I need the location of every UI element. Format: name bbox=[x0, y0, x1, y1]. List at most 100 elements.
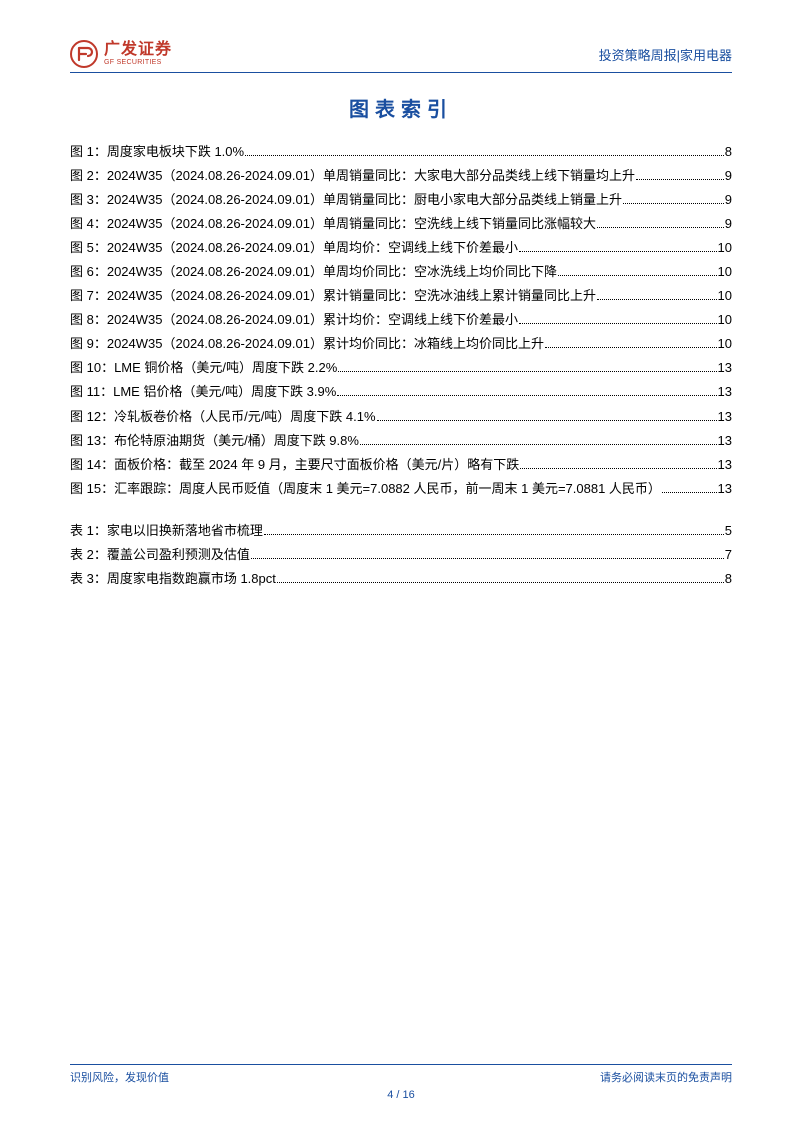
toc-leader-dots bbox=[277, 572, 724, 582]
toc-leader-dots bbox=[623, 194, 724, 204]
toc-table-page: 8 bbox=[725, 567, 732, 591]
toc-figure-label: 图 6： bbox=[70, 260, 107, 284]
toc-figure-page: 8 bbox=[725, 140, 732, 164]
toc-figure-entry: 图 5：2024W35（2024.08.26-2024.09.01）单周均价：空… bbox=[70, 236, 732, 260]
gf-logo-icon bbox=[70, 40, 98, 68]
toc-leader-dots bbox=[337, 386, 716, 396]
toc-table-desc: 覆盖公司盈利预测及估值 bbox=[107, 543, 250, 567]
toc-figure-desc: 2024W35（2024.08.26-2024.09.01）单周销量同比：大家电… bbox=[107, 164, 635, 188]
toc-leader-dots bbox=[245, 146, 724, 156]
toc-table-label: 表 2： bbox=[70, 543, 107, 567]
toc-table-page: 5 bbox=[725, 519, 732, 543]
toc-table-label: 表 3： bbox=[70, 567, 107, 591]
logo-en-text: GF SECURITIES bbox=[104, 59, 172, 66]
toc-leader-dots bbox=[662, 482, 717, 492]
toc-figure-entry: 图 9：2024W35（2024.08.26-2024.09.01）累计均价同比… bbox=[70, 332, 732, 356]
toc-leader-dots bbox=[377, 410, 717, 420]
toc-figure-desc: 2024W35（2024.08.26-2024.09.01）累计均价：空调线上线… bbox=[107, 308, 518, 332]
toc-figure-label: 图 10： bbox=[70, 356, 114, 380]
toc-figure-desc: 2024W35（2024.08.26-2024.09.01）单周均价：空调线上线… bbox=[107, 236, 518, 260]
toc-figure-desc: LME 铜价格（美元/吨）周度下跌 2.2% bbox=[114, 356, 337, 380]
toc-figure-label: 图 11： bbox=[70, 380, 113, 404]
logo: 广发证券 GF SECURITIES bbox=[70, 40, 172, 68]
toc-table-label: 表 1： bbox=[70, 519, 107, 543]
toc-figure-desc: 布伦特原油期货（美元/桶）周度下跌 9.8% bbox=[114, 429, 359, 453]
toc-table-entry: 表 2：覆盖公司盈利预测及估值 7 bbox=[70, 543, 732, 567]
toc-figure-label: 图 8： bbox=[70, 308, 107, 332]
footer-right: 请务必阅读末页的免责声明 bbox=[600, 1069, 732, 1085]
toc-figure-entry: 图 7：2024W35（2024.08.26-2024.09.01）累计销量同比… bbox=[70, 284, 732, 308]
toc-tables-list: 表 1：家电以旧换新落地省市梳理5表 2：覆盖公司盈利预测及估值7表 3：周度家… bbox=[70, 519, 732, 591]
toc-figure-desc: 2024W35（2024.08.26-2024.09.01）单周销量同比：空洗线… bbox=[107, 212, 596, 236]
toc-figure-label: 图 7： bbox=[70, 284, 107, 308]
toc-figure-desc: 汇率跟踪：周度人民币贬值（周度末 1 美元=7.0882 人民币，前一周末 1 … bbox=[114, 477, 661, 501]
toc-table-page: 7 bbox=[725, 543, 732, 567]
toc-figure-label: 图 5： bbox=[70, 236, 107, 260]
toc-figure-entry: 图 14：面板价格：截至 2024 年 9 月，主要尺寸面板价格（美元/片）略有… bbox=[70, 453, 732, 477]
toc-leader-dots bbox=[519, 242, 717, 252]
toc-leader-dots bbox=[520, 458, 716, 468]
footer-left: 识别风险，发现价值 bbox=[70, 1069, 169, 1085]
toc-figure-desc: 2024W35（2024.08.26-2024.09.01）单周均价同比：空冰洗… bbox=[107, 260, 557, 284]
toc-figure-entry: 图 4：2024W35（2024.08.26-2024.09.01）单周销量同比… bbox=[70, 212, 732, 236]
footer-pagenum: 4 / 16 bbox=[70, 1089, 732, 1101]
toc-figure-page: 13 bbox=[718, 405, 732, 429]
toc-figure-label: 图 9： bbox=[70, 332, 107, 356]
toc-figure-entry: 图 1：周度家电板块下跌 1.0% 8 bbox=[70, 140, 732, 164]
toc-figures-list: 图 1：周度家电板块下跌 1.0%8图 2：2024W35（2024.08.26… bbox=[70, 140, 732, 501]
toc-figure-label: 图 2： bbox=[70, 164, 107, 188]
toc-figure-page: 13 bbox=[718, 380, 732, 404]
toc-figure-page: 13 bbox=[718, 453, 732, 477]
toc-figure-entry: 图 10：LME 铜价格（美元/吨）周度下跌 2.2% 13 bbox=[70, 356, 732, 380]
toc-leader-dots bbox=[545, 338, 717, 348]
toc-figure-desc: 冷轧板卷价格（人民币/元/吨）周度下跌 4.1% bbox=[114, 405, 375, 429]
toc-table-entry: 表 1：家电以旧换新落地省市梳理 5 bbox=[70, 519, 732, 543]
toc-figure-label: 图 15： bbox=[70, 477, 114, 501]
toc-figure-entry: 图 15：汇率跟踪：周度人民币贬值（周度末 1 美元=7.0882 人民币，前一… bbox=[70, 477, 732, 501]
toc-figure-desc: 周度家电板块下跌 1.0% bbox=[107, 140, 244, 164]
toc-figure-page: 10 bbox=[718, 260, 732, 284]
toc-figure-desc: LME 铝价格（美元/吨）周度下跌 3.9% bbox=[113, 380, 336, 404]
toc-leader-dots bbox=[558, 266, 717, 276]
toc-figure-desc: 2024W35（2024.08.26-2024.09.01）单周销量同比：厨电小… bbox=[107, 188, 622, 212]
toc-figure-desc: 2024W35（2024.08.26-2024.09.01）累计均价同比：冰箱线… bbox=[107, 332, 544, 356]
toc-figure-page: 13 bbox=[718, 429, 732, 453]
toc-figure-desc: 2024W35（2024.08.26-2024.09.01）累计销量同比：空洗冰… bbox=[107, 284, 596, 308]
toc-figure-page: 9 bbox=[725, 188, 732, 212]
toc-leader-dots bbox=[338, 362, 716, 372]
toc-figure-entry: 图 2：2024W35（2024.08.26-2024.09.01）单周销量同比… bbox=[70, 164, 732, 188]
toc-figure-entry: 图 6：2024W35（2024.08.26-2024.09.01）单周均价同比… bbox=[70, 260, 732, 284]
toc-figure-page: 10 bbox=[718, 332, 732, 356]
toc-table-desc: 周度家电指数跑赢市场 1.8pct bbox=[107, 567, 276, 591]
toc-figure-page: 10 bbox=[718, 308, 732, 332]
toc-figure-page: 9 bbox=[725, 212, 732, 236]
toc-table-entry: 表 3：周度家电指数跑赢市场 1.8pct 8 bbox=[70, 567, 732, 591]
toc-leader-dots bbox=[636, 170, 724, 180]
toc-figure-desc: 面板价格：截至 2024 年 9 月，主要尺寸面板价格（美元/片）略有下跌 bbox=[114, 453, 519, 477]
toc-figure-entry: 图 3：2024W35（2024.08.26-2024.09.01）单周销量同比… bbox=[70, 188, 732, 212]
toc-figure-page: 13 bbox=[718, 356, 732, 380]
toc-table-desc: 家电以旧换新落地省市梳理 bbox=[107, 519, 263, 543]
toc-leader-dots bbox=[597, 218, 724, 228]
toc-leader-dots bbox=[360, 434, 717, 444]
toc-figure-entry: 图 8：2024W35（2024.08.26-2024.09.01）累计均价：空… bbox=[70, 308, 732, 332]
toc-figure-entry: 图 13：布伦特原油期货（美元/桶）周度下跌 9.8%13 bbox=[70, 429, 732, 453]
toc-figure-entry: 图 12：冷轧板卷价格（人民币/元/吨）周度下跌 4.1% 13 bbox=[70, 405, 732, 429]
toc-leader-dots bbox=[519, 314, 717, 324]
toc-title: 图表索引 bbox=[70, 93, 732, 122]
toc-leader-dots bbox=[251, 548, 724, 558]
toc-figure-label: 图 14： bbox=[70, 453, 114, 477]
toc-figure-label: 图 4： bbox=[70, 212, 107, 236]
toc-figure-page: 9 bbox=[725, 164, 732, 188]
toc-figure-page: 13 bbox=[718, 477, 732, 501]
toc-figure-page: 10 bbox=[718, 284, 732, 308]
logo-cn-text: 广发证券 bbox=[104, 42, 172, 58]
toc-figure-label: 图 1： bbox=[70, 140, 107, 164]
page-header: 广发证券 GF SECURITIES 投资策略周报|家用电器 bbox=[70, 40, 732, 73]
toc-figure-label: 图 3： bbox=[70, 188, 107, 212]
toc-leader-dots bbox=[264, 524, 724, 534]
toc-figure-page: 10 bbox=[718, 236, 732, 260]
toc-figure-label: 图 12： bbox=[70, 405, 114, 429]
header-right-text: 投资策略周报|家用电器 bbox=[599, 45, 732, 64]
toc-leader-dots bbox=[597, 290, 717, 300]
